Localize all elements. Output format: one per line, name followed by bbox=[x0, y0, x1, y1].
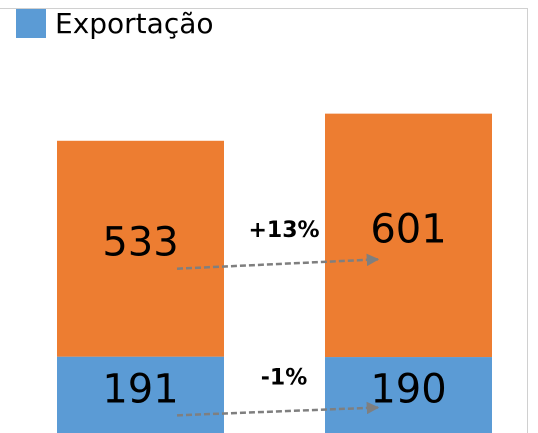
bar-segment bbox=[325, 357, 492, 433]
value-label: 533 bbox=[102, 220, 178, 266]
value-label: 191 bbox=[102, 366, 178, 412]
bar-segment bbox=[325, 113, 492, 358]
change-label: +13% bbox=[248, 218, 319, 243]
change-arrow bbox=[176, 253, 380, 270]
value-label: 601 bbox=[370, 206, 446, 252]
bar-segment bbox=[57, 356, 224, 433]
change-label: -1% bbox=[261, 365, 307, 390]
legend-label: Exportação bbox=[55, 7, 214, 40]
legend-swatch bbox=[16, 9, 46, 38]
frame bbox=[0, 8, 528, 433]
value-label: 190 bbox=[370, 367, 446, 413]
bar-segment bbox=[57, 140, 224, 357]
change-arrow bbox=[176, 401, 380, 417]
